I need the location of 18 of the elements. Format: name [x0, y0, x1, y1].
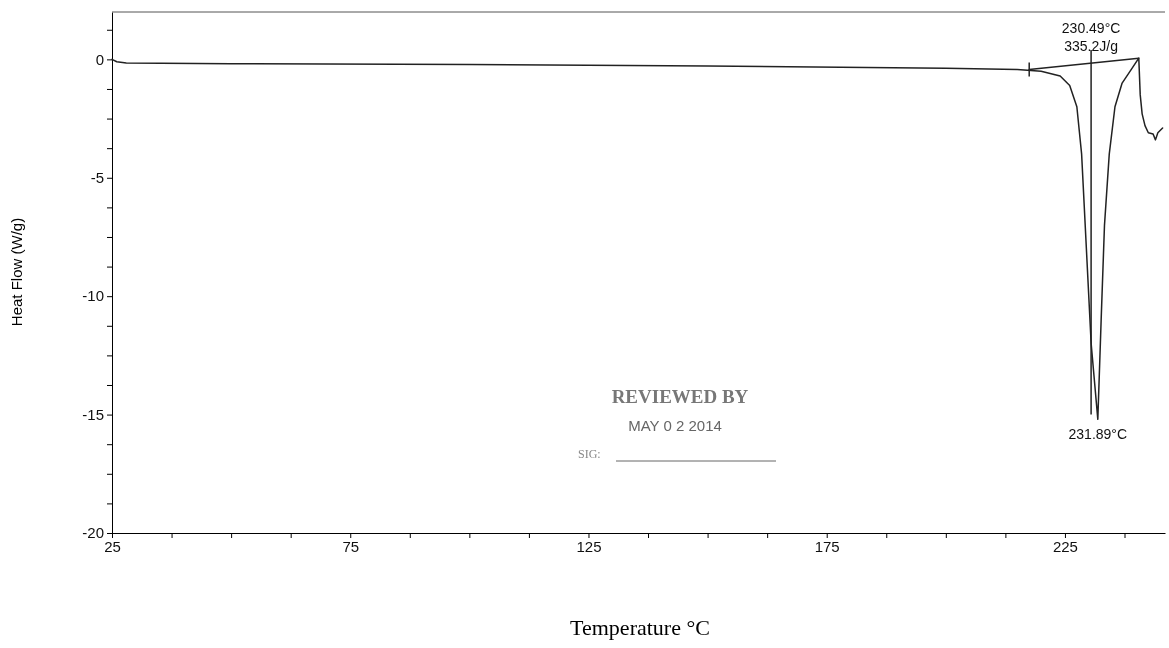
y-tick-label: -20: [82, 524, 104, 542]
y-tick-label: -5: [90, 169, 104, 187]
ref-line-label: 230.49°C: [1061, 20, 1121, 37]
annotation: REVIEWED BY: [611, 386, 749, 407]
annotation: 335.2J/g: [1064, 38, 1118, 55]
x-axis-title: Temperature °C: [570, 615, 710, 640]
annotation: MAY 0 2 2014: [628, 417, 722, 434]
x-tick-label: 225: [1052, 537, 1078, 555]
x-tick-label: 75: [342, 537, 360, 555]
annotation: 231.89°C: [1068, 426, 1128, 443]
y-tick-label: -15: [82, 405, 104, 423]
y-tick-label: -10: [82, 287, 104, 305]
x-tick-label: 175: [814, 537, 840, 555]
y-axis-title: Heat Flow (W/g): [8, 217, 25, 327]
x-tick-label: 125: [576, 537, 602, 555]
annotation: SIG:: [578, 447, 601, 461]
y-tick-label: 0: [95, 50, 104, 68]
x-tick-label: 25: [104, 537, 121, 555]
